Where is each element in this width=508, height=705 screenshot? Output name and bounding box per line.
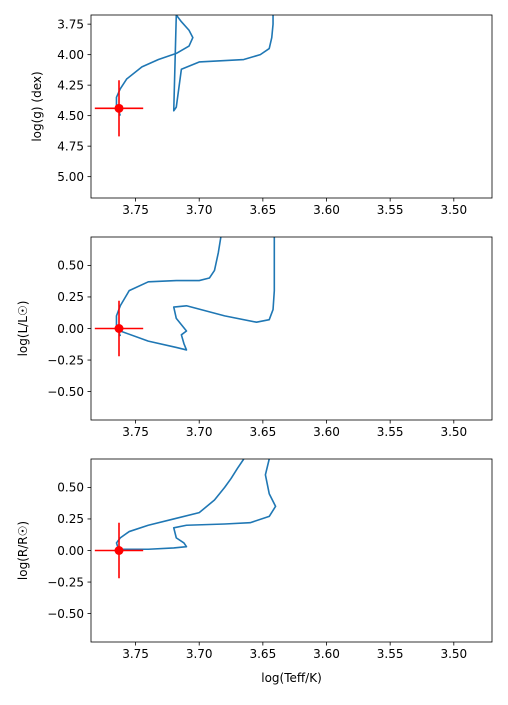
x-tick-label: 3.75	[122, 647, 149, 661]
x-tick-label: 3.65	[249, 203, 276, 217]
y-tick-label: 3.75	[57, 17, 84, 31]
y-tick-label: 4.75	[57, 139, 84, 153]
series-line-logl-1	[115, 237, 222, 337]
plot-content	[94, 15, 274, 137]
series-line-logr-1	[115, 459, 245, 551]
y-tick-label: −0.25	[47, 353, 84, 367]
data-point	[114, 324, 124, 333]
series-line-logg-1	[115, 15, 274, 116]
y-tick-label: −0.50	[47, 385, 84, 399]
axes-frame	[90, 14, 493, 199]
x-tick-label: 3.70	[186, 203, 213, 217]
data-point	[114, 546, 124, 555]
x-tick-label: 3.65	[249, 647, 276, 661]
y-tick-label: 0.25	[57, 290, 84, 304]
subplot-logg: 3.75 3.70 3.65 3.60 3.55 3.50 3.75 4.00 4.25 4.50…	[30, 14, 493, 217]
data-point	[114, 103, 124, 113]
y-axis-label: log(L/L☉)	[16, 301, 30, 357]
y-tick-label: 4.50	[57, 109, 84, 123]
axes-frame	[90, 236, 493, 421]
x-tick-label: 3.60	[313, 203, 340, 217]
y-tick-label: 0.50	[57, 259, 84, 273]
axes-frame	[90, 458, 493, 643]
x-tick-label: 3.75	[122, 203, 149, 217]
x-tick-label: 3.60	[313, 425, 340, 439]
subplot-logl: 3.75 3.70 3.65 3.60 3.55 3.50 0.50 0.25 0.00 −0.2…	[16, 236, 493, 439]
x-tick-label: 3.60	[313, 647, 340, 661]
x-tick-label: 3.50	[440, 203, 467, 217]
series-line-logl-2	[120, 237, 276, 351]
plot-content	[94, 237, 276, 357]
y-tick-label: 4.25	[57, 78, 84, 92]
x-tick-label: 3.75	[122, 425, 149, 439]
x-tick-label: 3.50	[440, 647, 467, 661]
plot-content	[94, 459, 277, 579]
y-tick-label: 0.50	[57, 481, 84, 495]
y-tick-label: 0.00	[57, 544, 84, 558]
x-tick-label: 3.70	[186, 425, 213, 439]
y-tick-label: −0.50	[47, 607, 84, 621]
subplot-logr: 3.75 3.70 3.65 3.60 3.55 3.50 0.50 0.25 0.00 −0.2…	[16, 458, 493, 685]
y-tick-label: 5.00	[57, 170, 84, 184]
y-tick-label: −0.25	[47, 575, 84, 589]
x-tick-label: 3.55	[377, 425, 404, 439]
y-tick-label: 0.00	[57, 322, 84, 336]
y-axis-label: log(g) (dex)	[30, 71, 44, 141]
x-tick-label: 3.55	[377, 203, 404, 217]
y-tick-label: 0.25	[57, 512, 84, 526]
y-axis-label: log(R/R☉)	[16, 521, 30, 580]
x-tick-label: 3.50	[440, 425, 467, 439]
x-axis-label: log(Teff/K)	[261, 671, 322, 685]
x-tick-label: 3.65	[249, 425, 276, 439]
series-line-logr-2	[120, 459, 277, 551]
y-tick-label: 4.00	[57, 48, 84, 62]
x-tick-label: 3.55	[377, 647, 404, 661]
x-tick-label: 3.70	[186, 647, 213, 661]
